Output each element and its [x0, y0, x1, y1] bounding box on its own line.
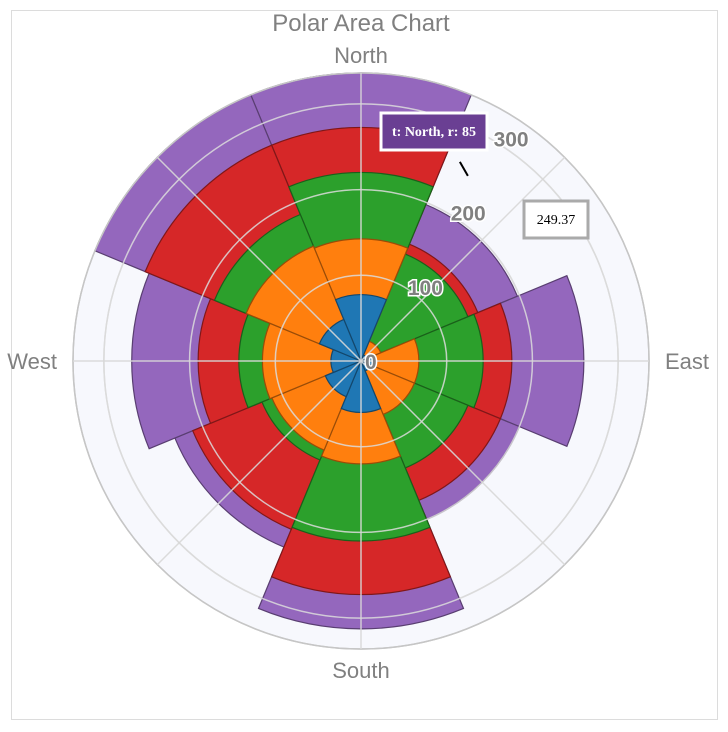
direction-label-north: North [334, 43, 388, 68]
direction-label-south: South [332, 658, 390, 683]
spike-line [459, 161, 469, 177]
spike-label-text: 249.37 [537, 213, 576, 228]
spoke-s-e [360, 360, 566, 566]
hover-tooltip-box [379, 111, 489, 152]
radial-tick-0: 0 [365, 351, 377, 374]
direction-labels: North East South West [7, 43, 709, 683]
direction-label-west: West [7, 349, 57, 374]
direction-label-east: East [665, 349, 709, 374]
polar-spokes [72, 72, 650, 650]
radial-tick-100: 100 [408, 277, 443, 300]
radial-tick-300: 300 [494, 128, 529, 151]
chart-frame [11, 10, 718, 720]
chart-title: Polar Area Chart [272, 10, 450, 37]
spoke-n-e [360, 156, 566, 362]
hover-tooltip: t: North, r: 85 [379, 111, 489, 152]
radial-tick-labels: 0 100 200 300 [364, 127, 531, 376]
hover-tooltip-text: t: North, r: 85 [392, 125, 476, 140]
spike-label: 249.37 [459, 161, 590, 240]
radial-tick-200: 200 [451, 203, 486, 226]
spoke-s-w [156, 360, 362, 566]
spike-label-box [522, 199, 590, 240]
spoke-n-w [156, 156, 362, 362]
